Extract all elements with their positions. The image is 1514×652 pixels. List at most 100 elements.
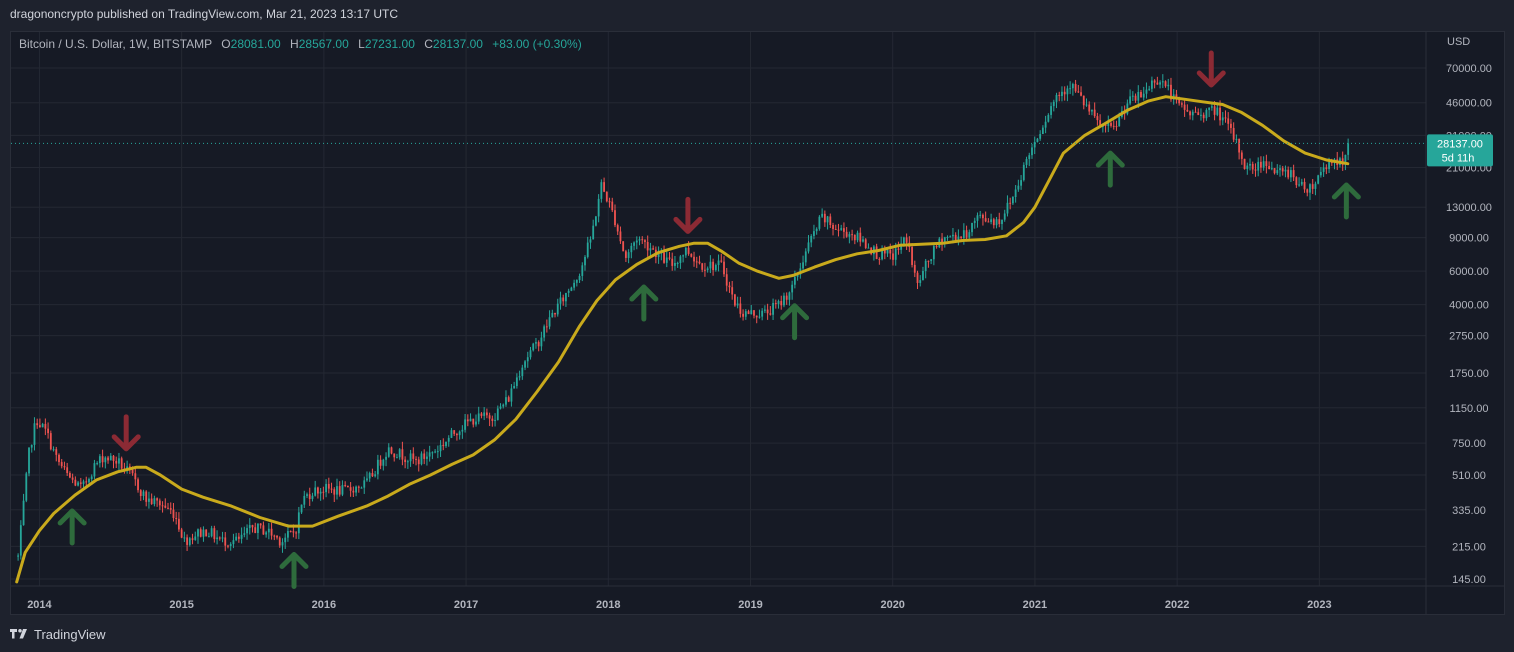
candle-body: [63, 466, 66, 468]
candle-body: [461, 429, 464, 432]
candle-body: [649, 248, 652, 251]
price-chart[interactable]: 70000.0046000.0031000.0021000.0013000.00…: [11, 32, 1505, 615]
candle-body: [224, 537, 227, 546]
candle-body: [668, 257, 671, 259]
candle-body: [82, 481, 85, 484]
candle-body: [1232, 127, 1235, 140]
candle-body: [943, 237, 946, 245]
candle-body: [1022, 164, 1025, 181]
candle-body: [1186, 109, 1189, 112]
candle-body: [265, 532, 268, 535]
candle-body: [319, 491, 322, 494]
bar-countdown-label: 5d 11h: [1442, 152, 1475, 164]
candle-body: [488, 415, 491, 419]
candle-body: [1292, 170, 1295, 178]
candle-body: [426, 456, 428, 459]
candle-body: [521, 367, 524, 377]
candle-body: [753, 310, 755, 316]
candle-body: [1096, 116, 1099, 121]
candle-body: [592, 225, 595, 240]
candle-body: [251, 525, 254, 528]
candle-body: [423, 453, 426, 459]
candle-body: [232, 540, 235, 545]
candle-body: [188, 538, 191, 545]
candle-body: [565, 292, 567, 302]
candle-body: [1115, 126, 1118, 128]
candle-body: [330, 488, 333, 490]
x-tick-label: 2021: [1023, 599, 1047, 611]
candle-body: [946, 236, 949, 238]
footer-brand[interactable]: TradingView: [10, 627, 106, 642]
high-value: 28567.00: [298, 37, 349, 51]
candle-body: [1140, 91, 1142, 98]
candle-body: [834, 228, 837, 230]
candle-body: [1219, 107, 1221, 121]
candle-body: [297, 512, 300, 534]
candle-body: [750, 310, 753, 315]
candle-body: [357, 486, 360, 488]
candle-body: [227, 545, 229, 547]
candle-body: [366, 478, 368, 481]
candle-body: [1213, 106, 1216, 115]
candle-body: [390, 447, 393, 454]
candle-body: [1268, 166, 1271, 170]
candle-body: [1243, 158, 1246, 170]
candle-body: [1191, 111, 1194, 116]
high-label: H: [290, 37, 299, 51]
candle-body: [695, 261, 698, 263]
candle-body: [627, 252, 630, 258]
candle-body: [562, 297, 565, 302]
candle-body: [911, 247, 913, 265]
ohlc-legend: Bitcoin / U.S. Dollar, 1W, BITSTAMP O280…: [19, 37, 582, 51]
candle-body: [161, 505, 164, 507]
candle-body: [687, 247, 690, 254]
candle-body: [1063, 91, 1066, 95]
candle-body: [616, 225, 619, 232]
candle-body: [1227, 118, 1230, 124]
candle-body: [913, 264, 916, 273]
candle-body: [1025, 159, 1028, 165]
candle-body: [36, 423, 39, 426]
candle-body: [333, 489, 336, 495]
candle-body: [1208, 107, 1211, 110]
candle-body: [1180, 103, 1183, 105]
chart-panel[interactable]: 70000.0046000.0031000.0021000.0013000.00…: [10, 31, 1505, 615]
candle-body: [982, 214, 984, 219]
y-tick-label: 46000.00: [1446, 98, 1492, 110]
candle-body: [774, 302, 777, 304]
candle-body: [1066, 88, 1069, 95]
candle-body: [453, 430, 456, 434]
candle-body: [218, 537, 221, 539]
candle-body: [281, 542, 284, 546]
candle-body: [1279, 168, 1281, 171]
candle-body: [505, 397, 507, 405]
candle-body: [1314, 183, 1317, 189]
candle-body: [573, 282, 576, 288]
candle-body: [396, 457, 398, 459]
candle-body: [1251, 163, 1254, 170]
candle-body: [210, 528, 213, 537]
candle-body: [638, 239, 641, 241]
candle-body: [382, 459, 385, 466]
candle-body: [684, 247, 687, 256]
candle-body: [744, 311, 747, 317]
candle-body: [657, 253, 660, 258]
candle-body: [1014, 189, 1017, 198]
candle-body: [1200, 114, 1202, 116]
candle-body: [1050, 106, 1052, 115]
candle-body: [466, 419, 469, 422]
candle-body: [717, 260, 720, 266]
candle-body: [559, 297, 562, 304]
candle-body: [316, 487, 319, 494]
candle-body: [570, 287, 573, 291]
candle-body: [434, 451, 437, 453]
candle-body: [1202, 114, 1205, 119]
candle-body: [229, 544, 232, 546]
candle-body: [755, 315, 758, 318]
candle-body: [401, 449, 404, 460]
close-label: C: [424, 37, 433, 51]
candle-body: [603, 182, 605, 192]
candle-body: [412, 453, 415, 459]
candle-body: [763, 309, 766, 311]
candle-body: [262, 525, 265, 535]
